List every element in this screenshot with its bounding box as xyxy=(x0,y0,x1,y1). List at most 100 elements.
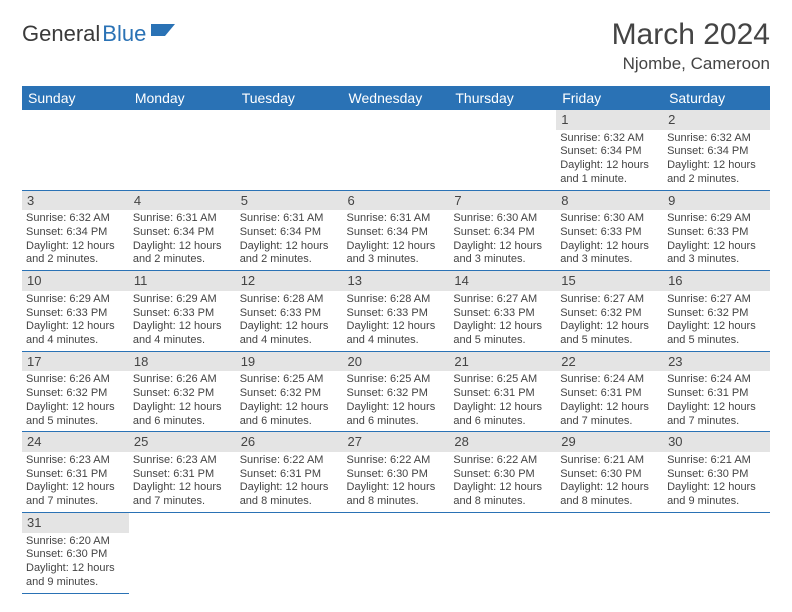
location-label: Njombe, Cameroon xyxy=(612,54,770,74)
sunrise-text: Sunrise: 6:21 AM xyxy=(667,454,766,468)
day-details: Sunrise: 6:32 AMSunset: 6:34 PMDaylight:… xyxy=(556,130,663,190)
day-number: 13 xyxy=(343,271,450,291)
sunrise-text: Sunrise: 6:22 AM xyxy=(453,454,552,468)
calendar-cell xyxy=(236,512,343,593)
sunset-text: Sunset: 6:33 PM xyxy=(560,226,659,240)
sunrise-text: Sunrise: 6:31 AM xyxy=(347,212,446,226)
day-details: Sunrise: 6:21 AMSunset: 6:30 PMDaylight:… xyxy=(556,452,663,512)
calendar-cell: 16Sunrise: 6:27 AMSunset: 6:32 PMDayligh… xyxy=(663,271,770,352)
day-details: Sunrise: 6:22 AMSunset: 6:30 PMDaylight:… xyxy=(343,452,450,512)
calendar-cell xyxy=(236,110,343,190)
day-number: 29 xyxy=(556,432,663,452)
daylight-text: Daylight: 12 hours and 7 minutes. xyxy=(667,401,766,429)
sunset-text: Sunset: 6:32 PM xyxy=(560,307,659,321)
day-number: 30 xyxy=(663,432,770,452)
sunrise-text: Sunrise: 6:29 AM xyxy=(133,293,232,307)
sunset-text: Sunset: 6:33 PM xyxy=(26,307,125,321)
daylight-text: Daylight: 12 hours and 6 minutes. xyxy=(133,401,232,429)
calendar-cell: 23Sunrise: 6:24 AMSunset: 6:31 PMDayligh… xyxy=(663,351,770,432)
sunrise-text: Sunrise: 6:30 AM xyxy=(453,212,552,226)
day-details: Sunrise: 6:31 AMSunset: 6:34 PMDaylight:… xyxy=(129,210,236,270)
calendar-cell: 11Sunrise: 6:29 AMSunset: 6:33 PMDayligh… xyxy=(129,271,236,352)
sunrise-text: Sunrise: 6:21 AM xyxy=(560,454,659,468)
sunrise-text: Sunrise: 6:24 AM xyxy=(560,373,659,387)
day-number: 6 xyxy=(343,191,450,211)
calendar-cell: 25Sunrise: 6:23 AMSunset: 6:31 PMDayligh… xyxy=(129,432,236,513)
calendar-cell: 5Sunrise: 6:31 AMSunset: 6:34 PMDaylight… xyxy=(236,190,343,271)
daylight-text: Daylight: 12 hours and 2 minutes. xyxy=(133,240,232,268)
sunrise-text: Sunrise: 6:32 AM xyxy=(26,212,125,226)
sunset-text: Sunset: 6:34 PM xyxy=(347,226,446,240)
daylight-text: Daylight: 12 hours and 7 minutes. xyxy=(560,401,659,429)
sunrise-text: Sunrise: 6:27 AM xyxy=(560,293,659,307)
day-number: 7 xyxy=(449,191,556,211)
day-details: Sunrise: 6:28 AMSunset: 6:33 PMDaylight:… xyxy=(236,291,343,351)
day-details: Sunrise: 6:32 AMSunset: 6:34 PMDaylight:… xyxy=(663,130,770,190)
sunrise-text: Sunrise: 6:29 AM xyxy=(26,293,125,307)
day-details: Sunrise: 6:23 AMSunset: 6:31 PMDaylight:… xyxy=(22,452,129,512)
day-details: Sunrise: 6:30 AMSunset: 6:33 PMDaylight:… xyxy=(556,210,663,270)
calendar-cell: 9Sunrise: 6:29 AMSunset: 6:33 PMDaylight… xyxy=(663,190,770,271)
day-number: 28 xyxy=(449,432,556,452)
sunset-text: Sunset: 6:31 PM xyxy=(453,387,552,401)
day-number: 3 xyxy=(22,191,129,211)
calendar-cell: 30Sunrise: 6:21 AMSunset: 6:30 PMDayligh… xyxy=(663,432,770,513)
day-number: 25 xyxy=(129,432,236,452)
day-number: 8 xyxy=(556,191,663,211)
calendar-cell: 26Sunrise: 6:22 AMSunset: 6:31 PMDayligh… xyxy=(236,432,343,513)
sunset-text: Sunset: 6:31 PM xyxy=(667,387,766,401)
daylight-text: Daylight: 12 hours and 4 minutes. xyxy=(133,320,232,348)
day-details: Sunrise: 6:24 AMSunset: 6:31 PMDaylight:… xyxy=(663,371,770,431)
sunrise-text: Sunrise: 6:22 AM xyxy=(347,454,446,468)
sunset-text: Sunset: 6:33 PM xyxy=(133,307,232,321)
sunrise-text: Sunrise: 6:29 AM xyxy=(667,212,766,226)
day-details: Sunrise: 6:22 AMSunset: 6:31 PMDaylight:… xyxy=(236,452,343,512)
brand-part2: Blue xyxy=(102,21,146,47)
calendar-cell: 29Sunrise: 6:21 AMSunset: 6:30 PMDayligh… xyxy=(556,432,663,513)
calendar-cell: 19Sunrise: 6:25 AMSunset: 6:32 PMDayligh… xyxy=(236,351,343,432)
calendar-table: SundayMondayTuesdayWednesdayThursdayFrid… xyxy=(22,86,770,594)
title-block: March 2024 Njombe, Cameroon xyxy=(612,18,770,74)
daylight-text: Daylight: 12 hours and 2 minutes. xyxy=(240,240,339,268)
day-details: Sunrise: 6:22 AMSunset: 6:30 PMDaylight:… xyxy=(449,452,556,512)
sunset-text: Sunset: 6:33 PM xyxy=(667,226,766,240)
day-details: Sunrise: 6:29 AMSunset: 6:33 PMDaylight:… xyxy=(129,291,236,351)
day-number: 4 xyxy=(129,191,236,211)
calendar-cell xyxy=(343,110,450,190)
daylight-text: Daylight: 12 hours and 5 minutes. xyxy=(26,401,125,429)
page-title: March 2024 xyxy=(612,18,770,52)
sunset-text: Sunset: 6:31 PM xyxy=(26,468,125,482)
calendar-cell xyxy=(129,110,236,190)
day-number: 5 xyxy=(236,191,343,211)
day-number: 26 xyxy=(236,432,343,452)
sunset-text: Sunset: 6:32 PM xyxy=(133,387,232,401)
sunrise-text: Sunrise: 6:28 AM xyxy=(347,293,446,307)
header: GeneralBlue March 2024 Njombe, Cameroon xyxy=(22,18,770,74)
sunrise-text: Sunrise: 6:27 AM xyxy=(453,293,552,307)
sunrise-text: Sunrise: 6:26 AM xyxy=(133,373,232,387)
sunset-text: Sunset: 6:32 PM xyxy=(667,307,766,321)
day-header: Sunday xyxy=(22,86,129,110)
calendar-cell: 31Sunrise: 6:20 AMSunset: 6:30 PMDayligh… xyxy=(22,512,129,593)
day-header: Wednesday xyxy=(343,86,450,110)
day-details: Sunrise: 6:25 AMSunset: 6:32 PMDaylight:… xyxy=(236,371,343,431)
calendar-cell: 12Sunrise: 6:28 AMSunset: 6:33 PMDayligh… xyxy=(236,271,343,352)
sunrise-text: Sunrise: 6:20 AM xyxy=(26,535,125,549)
calendar-cell xyxy=(22,110,129,190)
sunset-text: Sunset: 6:34 PM xyxy=(240,226,339,240)
day-number: 22 xyxy=(556,352,663,372)
calendar-cell: 17Sunrise: 6:26 AMSunset: 6:32 PMDayligh… xyxy=(22,351,129,432)
sunrise-text: Sunrise: 6:23 AM xyxy=(26,454,125,468)
sunset-text: Sunset: 6:34 PM xyxy=(667,145,766,159)
brand-logo: GeneralBlue xyxy=(22,18,177,49)
day-details: Sunrise: 6:26 AMSunset: 6:32 PMDaylight:… xyxy=(129,371,236,431)
sunset-text: Sunset: 6:31 PM xyxy=(560,387,659,401)
day-details: Sunrise: 6:27 AMSunset: 6:32 PMDaylight:… xyxy=(663,291,770,351)
day-details: Sunrise: 6:24 AMSunset: 6:31 PMDaylight:… xyxy=(556,371,663,431)
daylight-text: Daylight: 12 hours and 3 minutes. xyxy=(453,240,552,268)
sunset-text: Sunset: 6:32 PM xyxy=(347,387,446,401)
daylight-text: Daylight: 12 hours and 6 minutes. xyxy=(453,401,552,429)
sunrise-text: Sunrise: 6:32 AM xyxy=(560,132,659,146)
calendar-cell: 28Sunrise: 6:22 AMSunset: 6:30 PMDayligh… xyxy=(449,432,556,513)
sunrise-text: Sunrise: 6:23 AM xyxy=(133,454,232,468)
